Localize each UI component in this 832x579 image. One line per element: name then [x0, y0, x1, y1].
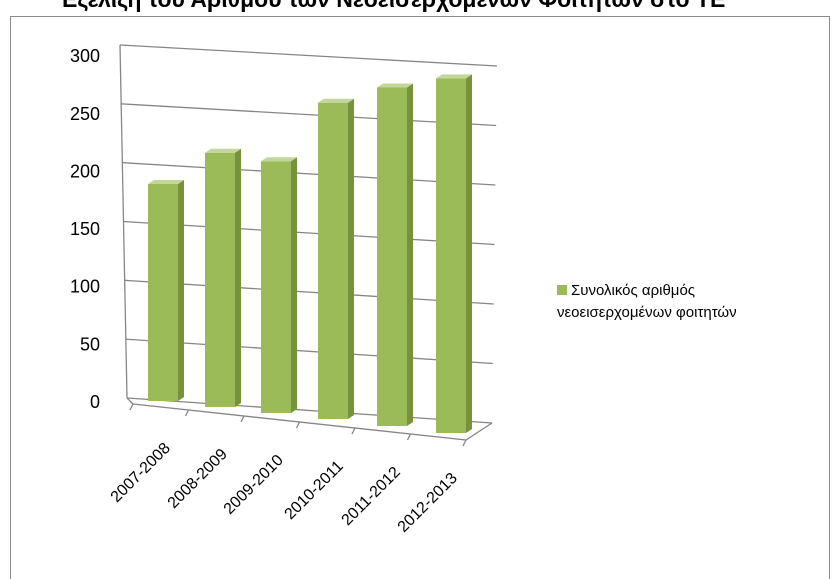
x-tick	[295, 421, 301, 429]
chart-frame	[10, 16, 830, 579]
bar-top	[318, 98, 354, 103]
x-tick-label: 2012-2013	[395, 470, 461, 536]
y-tick-label: 300	[70, 46, 100, 66]
gridline	[125, 338, 493, 365]
gridline	[126, 397, 493, 424]
bar-top	[205, 148, 241, 153]
bar-side	[348, 98, 354, 420]
bar-2007-2008	[148, 180, 184, 401]
x-tick-label: 2008-2009	[165, 446, 231, 512]
bar-side	[466, 74, 472, 434]
bar-top	[377, 83, 413, 88]
bar-side	[291, 157, 297, 413]
bar-2011-2012	[377, 83, 413, 426]
x-tick	[184, 409, 190, 417]
y-tick-label: 150	[70, 219, 100, 239]
x-tick-label: 2009-2010	[221, 452, 287, 518]
bar-front	[318, 102, 348, 420]
x-tick-label: 2007-2008	[108, 440, 174, 506]
y-tick-label: 50	[80, 334, 100, 354]
gridline	[122, 162, 496, 186]
bar-2010-2011	[318, 98, 354, 420]
bar-front	[205, 152, 235, 407]
chart-title: Εξέλιξη του Αριθμού των Νεοεισερχομένων …	[62, 0, 832, 13]
legend: Συνολικός αριθμός νεοεισερχομένων φοιτητ…	[557, 280, 772, 324]
gridline	[119, 44, 498, 67]
bar-side	[178, 180, 184, 401]
x-tick	[406, 433, 412, 441]
bar-front	[261, 161, 291, 413]
y-tick-label: 0	[90, 392, 100, 412]
y-tick-label: 200	[70, 161, 100, 181]
bar-2009-2010	[261, 157, 297, 413]
bar-2008-2009	[205, 148, 241, 408]
bar-2012-2013	[436, 74, 472, 434]
bar-front	[377, 87, 407, 426]
legend-label: Συνολικός αριθμός νεοεισερχομένων φοιτητ…	[557, 282, 737, 321]
floor-edge	[465, 422, 493, 441]
gridline	[123, 220, 495, 246]
x-tick	[462, 439, 467, 447]
bar-top	[436, 74, 472, 79]
y-tick-label: 100	[70, 277, 100, 297]
floor-edge	[126, 397, 134, 405]
bar-side	[407, 83, 413, 426]
x-tick	[129, 403, 134, 411]
x-tick-label: 2010-2011	[282, 458, 347, 523]
bar-front	[148, 184, 178, 401]
gridline	[124, 279, 494, 305]
bar-front	[436, 78, 466, 434]
legend-swatch	[557, 285, 567, 295]
y-tick-label: 250	[70, 104, 100, 124]
x-tick-label: 2011-2012	[339, 464, 404, 529]
bar-top	[261, 157, 297, 162]
x-tick	[351, 427, 356, 435]
bar-side	[235, 148, 241, 408]
bar-top	[148, 180, 184, 184]
x-tick	[240, 415, 245, 423]
gridline	[121, 103, 497, 127]
